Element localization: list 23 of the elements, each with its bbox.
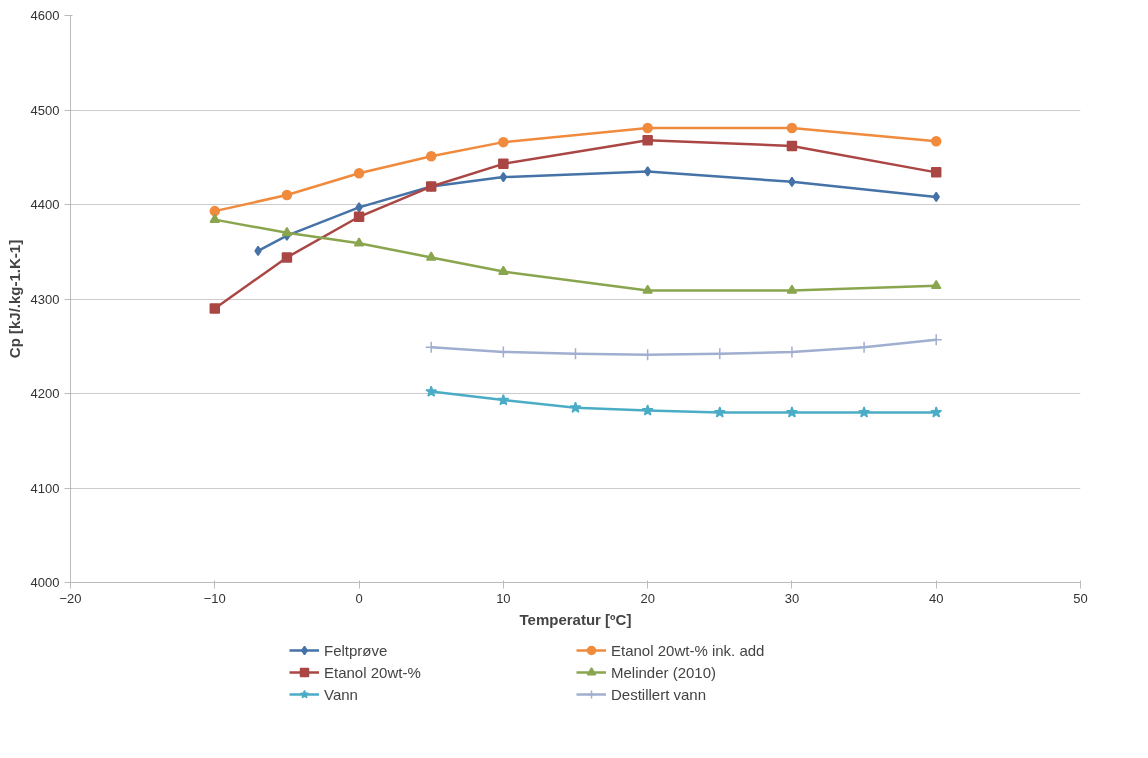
x-tick-label: 30 [784, 590, 800, 606]
y-tick-label: 4200 [30, 386, 60, 401]
legend-label: Melinder (2010) [611, 663, 718, 681]
x-tick-label: 50 [1073, 590, 1088, 606]
y-axis-title: Cp [kJ/.kg-1.K-1] [5, 239, 23, 359]
x-tick-label: −20 [59, 590, 82, 606]
legend-label: Etanol 20wt-% [324, 663, 422, 681]
y-tick-label: 4300 [30, 291, 60, 307]
x-tick-label: 20 [640, 590, 655, 606]
legend-label: Destillert vann [611, 685, 708, 703]
x-tick-label: 0 [355, 590, 363, 606]
y-tick-label: 4600 [30, 8, 60, 23]
y-tick-label: 4100 [30, 480, 60, 496]
x-axis-title: Temperatur [ºC] [519, 610, 632, 628]
x-tick-label: −10 [203, 590, 226, 606]
x-tick-label: 40 [928, 590, 944, 606]
y-tick-label: 4000 [30, 575, 60, 590]
legend-label: Etanol 20wt-% ink. add [611, 641, 766, 659]
x-tick-label: 10 [496, 590, 511, 606]
y-tick-label: 4400 [30, 197, 60, 212]
legend-label: Feltprøve [324, 641, 389, 659]
y-tick-label: 4500 [30, 102, 60, 118]
legend-label: Vann [324, 685, 359, 703]
